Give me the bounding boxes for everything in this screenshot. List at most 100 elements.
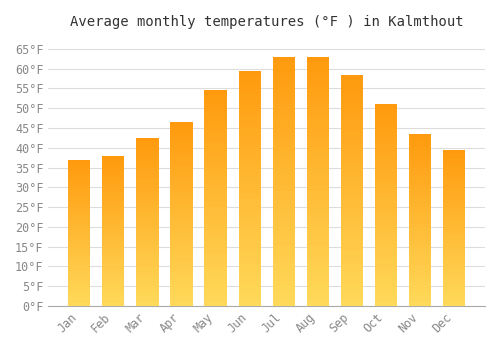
Bar	[272, 176, 295, 181]
Bar	[204, 125, 227, 129]
Bar	[375, 261, 397, 266]
Bar	[204, 301, 227, 306]
Bar	[238, 150, 260, 155]
Bar	[272, 127, 295, 132]
Bar	[238, 273, 260, 278]
Bar	[306, 236, 329, 241]
Bar	[238, 94, 260, 99]
Bar	[306, 161, 329, 166]
Bar	[341, 121, 363, 126]
Bar	[272, 236, 295, 241]
Bar	[272, 67, 295, 72]
Bar	[375, 161, 397, 165]
Bar	[306, 117, 329, 121]
Bar	[204, 108, 227, 112]
Bar	[409, 272, 431, 275]
Bar	[136, 205, 158, 208]
Bar	[341, 153, 363, 158]
Bar	[170, 177, 192, 181]
Bar	[68, 274, 90, 276]
Bar	[341, 237, 363, 241]
Bar	[170, 206, 192, 210]
Bar	[341, 223, 363, 227]
Bar	[136, 172, 158, 175]
Bar	[136, 161, 158, 165]
Bar	[341, 246, 363, 250]
Bar	[102, 261, 124, 264]
Bar	[341, 214, 363, 218]
Bar	[375, 302, 397, 306]
Bar	[204, 194, 227, 198]
Bar	[102, 225, 124, 228]
Bar	[443, 272, 465, 275]
Bar	[409, 172, 431, 175]
Bar	[102, 189, 124, 192]
Bar	[238, 136, 260, 141]
Bar	[102, 207, 124, 210]
Bar	[375, 173, 397, 177]
Bar	[306, 97, 329, 102]
Bar	[272, 216, 295, 221]
Bar	[238, 235, 260, 240]
Bar	[272, 117, 295, 121]
Bar	[238, 259, 260, 264]
Bar	[409, 216, 431, 220]
Bar	[102, 240, 124, 243]
Bar	[443, 187, 465, 190]
Bar	[272, 166, 295, 172]
Bar	[68, 198, 90, 201]
Bar	[170, 144, 192, 148]
Bar	[238, 99, 260, 104]
Bar	[341, 135, 363, 139]
Bar	[443, 162, 465, 165]
Bar	[204, 146, 227, 151]
Bar	[272, 112, 295, 117]
Bar	[68, 300, 90, 303]
Bar	[170, 247, 192, 251]
Bar	[204, 280, 227, 284]
Bar	[170, 155, 192, 159]
Bar	[136, 175, 158, 178]
Bar	[409, 158, 431, 161]
Bar	[443, 262, 465, 265]
Bar	[272, 92, 295, 97]
Bar	[136, 138, 158, 141]
Bar	[68, 291, 90, 294]
Bar	[375, 133, 397, 136]
Bar	[170, 269, 192, 273]
Bar	[136, 279, 158, 282]
Bar	[341, 255, 363, 260]
Bar	[68, 212, 90, 215]
Bar	[238, 169, 260, 174]
Bar	[170, 273, 192, 277]
Bar	[272, 57, 295, 62]
Bar	[238, 301, 260, 306]
Bar	[102, 219, 124, 222]
Bar	[170, 229, 192, 232]
Bar	[409, 261, 431, 265]
Bar	[272, 82, 295, 87]
Bar	[170, 262, 192, 265]
Bar	[102, 171, 124, 174]
Bar	[375, 181, 397, 185]
Bar	[102, 294, 124, 297]
Bar	[443, 225, 465, 228]
Bar	[170, 299, 192, 302]
Bar	[102, 164, 124, 168]
Bar	[170, 166, 192, 170]
Bar	[68, 168, 90, 171]
Bar	[306, 221, 329, 226]
Bar	[136, 145, 158, 148]
Bar	[341, 227, 363, 232]
Bar	[136, 148, 158, 151]
Bar	[238, 75, 260, 80]
Bar	[238, 282, 260, 287]
Bar	[375, 193, 397, 197]
Bar	[409, 258, 431, 261]
Bar	[375, 266, 397, 270]
Bar	[375, 104, 397, 108]
Bar	[443, 203, 465, 206]
Bar	[68, 268, 90, 271]
Bar	[102, 285, 124, 288]
Bar	[170, 148, 192, 152]
